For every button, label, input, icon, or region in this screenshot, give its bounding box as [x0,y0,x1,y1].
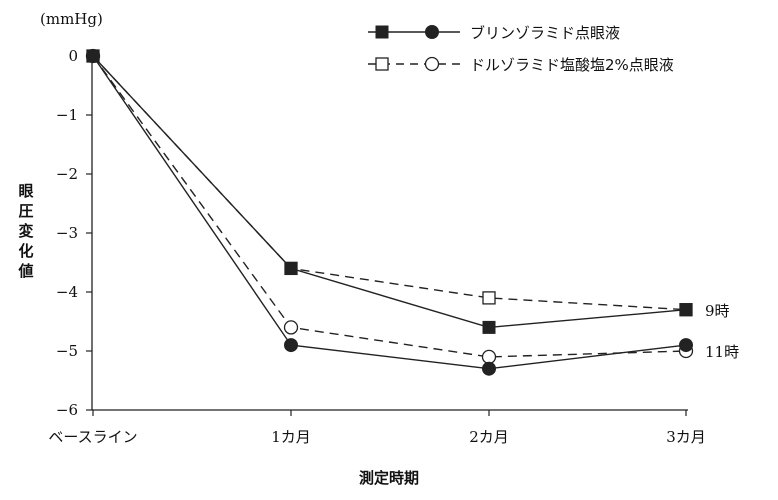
legend-marker-square [375,25,389,39]
y-tick-label: −6 [56,401,78,419]
data-point-series-2 [482,291,496,305]
data-point-series-3 [283,320,299,335]
series-line-2 [92,55,687,311]
y-axis-title-char: 値 [17,262,33,280]
legend-marker-circle [424,56,440,72]
x-tick-label: 1カ月 [271,428,311,446]
data-point-series-0 [679,303,693,317]
x-tick-label: 3カ月 [666,428,706,446]
y-tick-label: −3 [56,224,78,242]
data-point-series-0 [482,320,496,334]
y-tick-label: −5 [56,342,78,360]
y-tick-label: −1 [56,106,78,124]
legend-label: ブリンゾラミド点眼液 [470,24,620,42]
data-point-series-1 [284,338,298,353]
y-axis-title-char: 圧 [18,202,33,220]
y-tick-label: −4 [56,283,78,301]
data-point-series-3 [481,349,497,365]
series-line-3 [92,55,687,358]
x-tick-label: ベースライン [48,428,137,446]
y-axis-title-char: 眼 [18,182,33,200]
legend-label: ドルゾラミド塩酸塩2%点眼液 [470,56,674,74]
legend-marker-circle [425,25,439,39]
series-line-0 [92,55,687,329]
y-tick-label: 0 [68,47,78,65]
x-tick-label: 2カ月 [469,428,509,446]
legend-marker-square [375,57,389,71]
end-label-9: 9時 [705,302,730,320]
data-point-series-1 [86,49,100,63]
data-point-series-1 [482,361,496,376]
x-axis-title: 測定時期 [359,469,419,487]
series-line-1 [92,55,687,370]
y-axis-title-char: 化 [18,242,33,260]
end-label-11: 11時 [705,343,739,361]
data-point-series-0 [284,261,298,275]
y-unit-label: (mmHg) [40,10,103,28]
y-tick-label: −2 [56,165,78,183]
y-axis-title-char: 変 [18,222,33,240]
data-point-series-1 [679,338,693,353]
